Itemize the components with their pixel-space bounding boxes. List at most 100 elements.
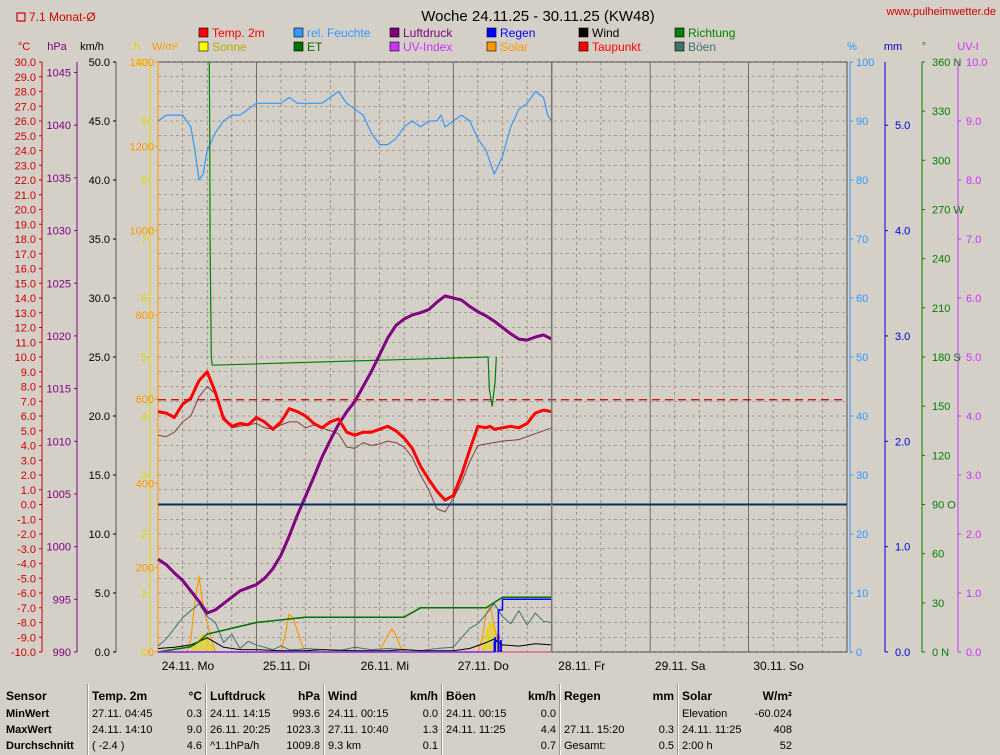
tick-sun_hours: 4 [141,411,147,423]
tick-temp: -5.0 [17,573,36,585]
stats-row: 24.11. 11:25 408 [682,722,792,738]
tick-temp: 10.0 [15,352,36,364]
stats-header: Sensor [6,687,86,705]
tick-direction: 30 [932,598,944,610]
stats-title: Böen [446,689,476,703]
tick-temp: 14.0 [15,293,36,305]
month-avg-icon [16,12,26,22]
stats-cell-value: 1023.3 [286,724,320,736]
stats-header: Solar W/m² [682,687,792,705]
stats-row: 24.11. 14:10 9.0 [92,722,202,738]
legend-label: Temp. 2m [212,26,265,40]
tick-pressure: 1010 [47,436,71,448]
legend-swatch [198,27,209,38]
tick-rain: 0.0 [895,647,910,659]
stats-cell-label: Gesamt: [564,740,606,752]
tick-humidity: 90 [856,116,868,128]
legend-label: Sonne [212,40,247,54]
stats-unit: km/h [409,689,438,703]
tick-humidity: 70 [856,234,868,246]
legend-swatch [674,41,685,52]
tick-solar: 1200 [130,141,154,153]
stats-cell-label: 27.11. 10:40 [328,724,389,736]
stats-column: Regen mm 27.11. 15:20 0.3 Gesamt: 0.5 [564,684,674,755]
stats-column: Luftdruck hPa 24.11. 14:15 993.6 26.11. 20:2… [210,684,320,755]
tick-temp: 22.0 [15,175,36,187]
tick-temp: 13.0 [15,308,36,320]
tick-wind: 45.0 [89,116,110,128]
tick-direction: 120 [932,450,950,462]
tick-direction: 300 [932,155,950,167]
stats-cell-label: 24.11. 00:15 [446,708,507,720]
data-series [157,61,553,653]
stats-header: Wind km/h [328,687,438,705]
tick-temp: 9.0 [21,367,36,379]
stats-separator [559,684,561,755]
stats-row: ( -2.4 ) 4.6 [92,738,202,754]
stats-cell-label: 27.11. 15:20 [564,724,625,736]
tick-humidity: 0 [856,647,862,659]
tick-sun_hours: 7 [141,234,147,246]
legend-swatch [389,41,400,52]
x-tick-label: 27.11. Do [458,659,509,673]
rain-bar [497,634,500,652]
tick-temp: 27.0 [15,101,36,113]
axis-unit-direction: ° [922,41,926,53]
tick-temp: 24.0 [15,146,36,158]
stats-cell-value: -60.024 [754,708,792,720]
tick-temp: 11.0 [15,337,36,349]
stats-cell-label: ^1.1hPa/h [210,740,260,752]
tick-temp: 28.0 [15,87,36,99]
tick-direction: 270 W [932,205,964,217]
stats-cell-value: 4.6 [186,740,202,752]
tick-solar: 0 [148,647,154,659]
tick-pressure: 1040 [47,120,71,132]
stats-title: Solar [682,689,713,703]
tick-pressure: 1005 [47,489,71,501]
stats-cell-label: Elevation [682,708,728,720]
axis-unit-rain: mm [884,41,902,53]
plot-grid [157,61,848,653]
tick-pressure: 990 [53,647,71,659]
stats-row: ^1.1hPa/h 1009.8 [210,738,320,754]
axis-unit-temp: °C [18,41,30,53]
tick-temp: 21.0 [15,190,36,202]
tick-temp: 23.0 [15,160,36,172]
stats-row [564,706,674,722]
tick-direction: 240 [932,254,950,266]
stats-cell-label: Durchschnitt [6,740,74,752]
tick-direction: 180 S [932,352,961,364]
tick-wind: 5.0 [95,588,110,600]
legend-label: Regen [500,26,535,40]
legend-label: ET [307,40,323,54]
tick-temp: -4.0 [17,559,36,571]
tick-uv: 1.0 [966,588,981,600]
website-link[interactable]: www.pulheimwetter.de [886,6,996,18]
tick-humidity: 40 [856,411,868,423]
tick-uv: 9.0 [966,116,981,128]
tick-temp: -1.0 [17,514,36,526]
tick-temp: 20.0 [15,205,36,217]
tick-temp: -2.0 [17,529,36,541]
tick-solar: 600 [136,394,154,406]
stats-cell-label: MaxWert [6,724,52,736]
legend: Temp. 2m rel. Feuchte Luftdruck Regen Wind Ri… [198,26,735,54]
tick-humidity: 10 [856,588,868,600]
stats-cell-value: 0.3 [658,724,674,736]
tick-sun_hours: 9 [141,116,147,128]
tick-pressure: 1015 [47,384,71,396]
tick-pressure: 1025 [47,278,71,290]
series-luftdruck [157,294,553,615]
tick-sun_hours: 2 [141,529,147,541]
tick-humidity: 100 [856,57,874,69]
tick-temp: 15.0 [15,278,36,290]
tick-wind: 25.0 [89,352,110,364]
stats-separator [441,684,443,755]
legend-label: rel. Feuchte [307,26,371,40]
tick-humidity: 80 [856,175,868,187]
stats-row: MinWert [6,706,86,722]
statistics-panel: Sensor MinWert MaxWert Durchschnitt Temp. 2m… [0,684,1000,755]
legend-label: Wind [592,26,619,40]
tick-solar: 400 [136,478,154,490]
